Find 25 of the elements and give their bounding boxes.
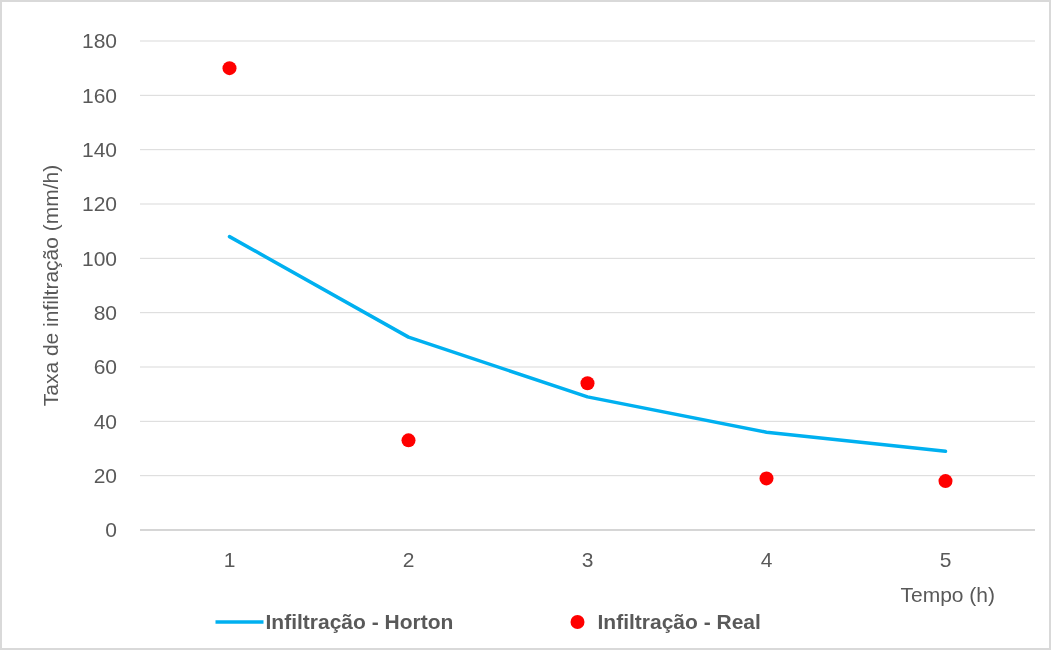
point [222,61,237,76]
x-tick-label: 2 [402,548,415,571]
x-tick-label: 1 [223,548,236,571]
x-axis-title: Tempo (h) [900,583,995,606]
x-tick-label: 3 [581,548,594,571]
y-tick-label: 60 [93,355,117,379]
point [938,474,953,489]
point [580,376,595,391]
y-tick-label: 140 [81,138,117,162]
legend-label: Infiltração - Horton [265,610,454,634]
y-tick-label: 40 [93,409,117,433]
point [759,471,774,486]
line-series [227,234,948,453]
y-tick-label: 100 [81,246,117,270]
point [401,433,416,448]
x-tick-label: 4 [760,548,773,571]
legend-label: Infiltração - Real [597,610,761,634]
y-tick-label: 180 [81,29,117,53]
y-tick-label: 120 [81,192,117,216]
y-tick-label: 80 [93,301,117,325]
y-axis-title: Taxa de infiltração (mm/h) [39,164,62,407]
y-tick-label: 20 [93,464,117,488]
x-tick-label: 5 [939,548,952,571]
y-tick-label: 160 [81,83,117,107]
y-tick-label: 0 [105,518,117,542]
